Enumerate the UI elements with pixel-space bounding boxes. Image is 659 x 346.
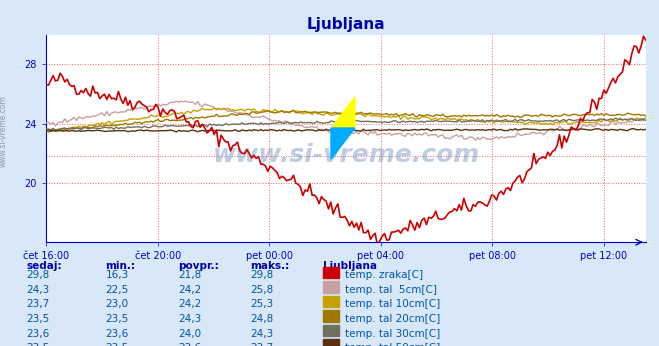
Text: 29,8: 29,8 <box>26 271 49 281</box>
Text: temp. tal 30cm[C]: temp. tal 30cm[C] <box>345 329 440 339</box>
Text: 24,3: 24,3 <box>26 285 49 295</box>
Text: 24,2: 24,2 <box>178 300 201 310</box>
Text: 25,3: 25,3 <box>250 300 273 310</box>
Text: 23,6: 23,6 <box>178 343 201 346</box>
Text: 24,2: 24,2 <box>178 285 201 295</box>
Text: 23,7: 23,7 <box>26 300 49 310</box>
Text: 24,0: 24,0 <box>178 329 201 339</box>
Text: 23,0: 23,0 <box>105 300 129 310</box>
Text: Ljubljana: Ljubljana <box>323 261 377 271</box>
FancyBboxPatch shape <box>323 266 339 278</box>
Text: www.si-vreme.com: www.si-vreme.com <box>0 95 8 167</box>
Text: 24,8: 24,8 <box>250 314 273 324</box>
Text: 24,3: 24,3 <box>178 314 201 324</box>
FancyBboxPatch shape <box>323 310 339 322</box>
Text: povpr.:: povpr.: <box>178 261 219 271</box>
Polygon shape <box>331 97 355 128</box>
FancyBboxPatch shape <box>323 295 339 307</box>
Text: 25,8: 25,8 <box>250 285 273 295</box>
Text: sedaj:: sedaj: <box>26 261 62 271</box>
Text: 23,5: 23,5 <box>105 343 129 346</box>
FancyBboxPatch shape <box>323 325 339 336</box>
Title: Ljubljana: Ljubljana <box>306 17 386 32</box>
Text: temp. tal 10cm[C]: temp. tal 10cm[C] <box>345 300 440 310</box>
Text: 23,5: 23,5 <box>105 314 129 324</box>
Text: temp. tal 50cm[C]: temp. tal 50cm[C] <box>345 343 440 346</box>
Text: 22,5: 22,5 <box>105 285 129 295</box>
Text: 16,3: 16,3 <box>105 271 129 281</box>
Text: 29,8: 29,8 <box>250 271 273 281</box>
FancyBboxPatch shape <box>323 281 339 293</box>
Text: 24,3: 24,3 <box>250 329 273 339</box>
Text: temp. zraka[C]: temp. zraka[C] <box>345 271 423 281</box>
Polygon shape <box>331 128 355 159</box>
Text: 23,6: 23,6 <box>26 329 49 339</box>
Text: temp. tal 20cm[C]: temp. tal 20cm[C] <box>345 314 440 324</box>
Text: temp. tal  5cm[C]: temp. tal 5cm[C] <box>345 285 437 295</box>
Text: 23,6: 23,6 <box>105 329 129 339</box>
Text: 23,5: 23,5 <box>26 314 49 324</box>
Text: www.si-vreme.com: www.si-vreme.com <box>212 143 480 167</box>
Text: 23,5: 23,5 <box>26 343 49 346</box>
Text: maks.:: maks.: <box>250 261 290 271</box>
Text: 21,8: 21,8 <box>178 271 201 281</box>
Text: min.:: min.: <box>105 261 136 271</box>
Text: 23,7: 23,7 <box>250 343 273 346</box>
FancyBboxPatch shape <box>323 339 339 346</box>
